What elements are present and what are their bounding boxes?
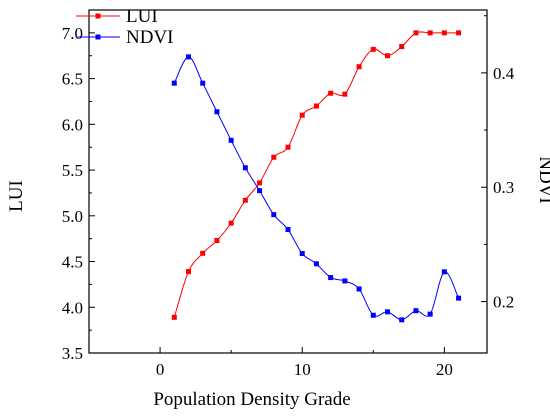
series-line-lui [173,31,459,318]
data-point-ndvi [456,295,462,301]
data-point-lui [385,53,390,59]
data-point-lui [328,90,334,96]
ticks: 0 10 20 3.5 4.0 4.5 5.0 5.5 6.0 6.5 7.0 0.2 0.3 0.4 [62,15,515,379]
data-point-lui [186,269,191,275]
data-point-ndvi [186,54,191,60]
y-left-tick-label: 4.0 [62,298,83,317]
data-point-ndvi [242,165,248,171]
data-point-lui [370,46,376,52]
data-point-ndvi [356,286,362,292]
x-tick-label: 0 [156,360,165,379]
y-left-tick-label: 5.5 [62,161,83,180]
data-point-ndvi [171,80,177,86]
data-point-lui [342,91,348,97]
x-tick-label: 10 [294,360,311,379]
data-point-ndvi [200,80,206,86]
data-point-ndvi [399,317,405,323]
plot-frame [88,9,488,354]
data-point-lui [456,30,462,36]
data-point-lui [200,250,206,256]
x-axis-title: Population Density Grade [153,389,350,410]
series-layer [171,30,462,323]
data-point-lui [257,180,263,186]
data-point-lui [427,30,433,36]
data-point-lui [299,112,305,118]
data-point-ndvi [441,269,447,275]
data-point-ndvi [385,309,390,315]
data-point-ndvi [214,109,220,115]
data-point-ndvi [257,188,263,194]
y-right-tick-label: 0.2 [493,293,514,312]
y-left-tick-label: 7.0 [62,24,83,43]
data-point-ndvi [228,137,234,143]
y-left-tick-label: 3.5 [62,344,83,363]
legend-label-ndvi: NDVI [126,27,174,48]
data-point-lui [313,103,319,109]
x-tick-label: 20 [436,360,453,379]
y-axis-left-title: LUI [6,180,27,212]
data-point-lui [214,237,220,243]
data-point-ndvi [427,311,433,317]
data-point-lui [441,30,447,36]
data-point-lui [271,154,277,160]
data-point-ndvi [413,308,419,314]
y-left-tick-label: 5.0 [62,207,83,226]
y-left-tick-label: 6.5 [62,70,83,89]
data-point-lui [242,197,248,203]
legend-label-lui: LUI [126,6,158,27]
y-axis-right-title: NDVI [535,156,550,204]
data-point-ndvi [342,278,348,284]
plot-border [88,9,488,354]
y-left-tick-label: 6.0 [62,115,83,134]
y-right-tick-label: 0.4 [493,64,515,83]
data-point-lui [413,30,419,36]
data-point-lui [228,220,234,226]
data-point-lui [356,64,362,70]
data-point-ndvi [299,251,305,257]
series-line-ndvi [173,56,460,321]
data-point-ndvi [370,312,376,318]
data-point-lui [171,314,177,320]
y-right-tick-label: 0.3 [493,178,514,197]
data-point-ndvi [285,227,291,233]
data-point-lui [285,144,291,150]
legend-marker-lui [95,13,101,19]
data-point-ndvi [328,275,334,281]
y-left-tick-label: 4.5 [62,253,83,272]
data-point-ndvi [271,212,277,218]
data-point-ndvi [313,261,319,267]
data-point-lui [399,44,405,50]
legend-marker-ndvi [95,34,101,40]
